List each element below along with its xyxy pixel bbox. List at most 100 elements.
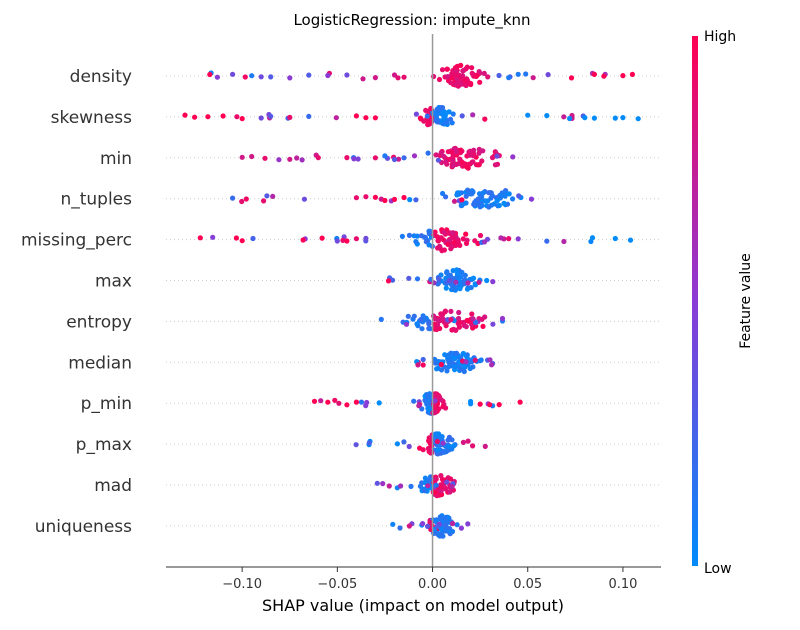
- shap-point: [258, 115, 264, 121]
- shap-point: [425, 483, 431, 489]
- shap-point: [438, 367, 445, 373]
- shap-point: [485, 74, 491, 80]
- shap-point: [420, 521, 426, 527]
- shap-point: [454, 267, 460, 273]
- shap-point: [301, 196, 307, 202]
- shap-point: [333, 115, 339, 121]
- shap-point: [438, 361, 444, 368]
- shap-point: [561, 238, 567, 245]
- shap-point: [446, 109, 452, 115]
- shap-point: [438, 311, 444, 317]
- shap-point: [431, 73, 437, 80]
- shap-point: [287, 156, 293, 162]
- shap-point: [458, 274, 464, 280]
- shap-point: [434, 366, 440, 372]
- shap-point: [433, 360, 439, 366]
- feature-label-min: min: [100, 149, 132, 169]
- shap-point: [406, 443, 412, 450]
- shap-point: [472, 238, 478, 244]
- x-tick-label: 0.05: [513, 577, 542, 592]
- shap-point: [450, 158, 456, 164]
- shap-point: [214, 74, 220, 80]
- shap-point: [438, 473, 444, 479]
- shap-point: [480, 190, 486, 196]
- shap-point: [192, 114, 198, 120]
- shap-point: [434, 119, 440, 125]
- shap-point: [395, 75, 401, 81]
- shap-point: [426, 477, 432, 484]
- shap-point: [233, 235, 239, 241]
- x-tick-label: 0.10: [608, 577, 637, 592]
- shap-point: [439, 105, 446, 111]
- shap-point: [591, 71, 598, 77]
- shap-point: [470, 150, 477, 157]
- shap-point: [463, 240, 470, 246]
- shap-point: [299, 157, 305, 163]
- shap-point: [492, 162, 498, 168]
- shap-point: [433, 482, 439, 488]
- shap-point: [432, 393, 438, 399]
- shap-point: [429, 449, 435, 455]
- shap-point: [464, 286, 471, 292]
- shap-point: [462, 77, 468, 83]
- feature-label-mad: mad: [94, 476, 132, 496]
- shap-point: [612, 115, 618, 121]
- shap-point: [476, 69, 482, 75]
- shap-point: [372, 75, 378, 81]
- shap-point: [506, 191, 512, 197]
- shap-point: [482, 116, 488, 122]
- shap-point: [239, 116, 245, 122]
- shap-point: [276, 157, 282, 163]
- shap-point: [465, 280, 471, 286]
- shap-point: [470, 112, 476, 118]
- shap-point: [481, 239, 488, 245]
- shap-point: [461, 363, 467, 369]
- shap-point: [453, 149, 459, 155]
- shap-point: [353, 442, 359, 448]
- shap-point: [406, 523, 412, 529]
- shap-point: [461, 277, 468, 283]
- shap-point: [249, 153, 255, 160]
- shap-point: [465, 318, 471, 324]
- shap-point: [525, 112, 531, 118]
- shap-point: [447, 489, 453, 495]
- feature-label-median: median: [68, 353, 132, 373]
- shap-point: [490, 321, 496, 327]
- shap-point: [426, 321, 432, 327]
- shap-point: [207, 71, 213, 78]
- shap-point: [475, 162, 481, 168]
- shap-point: [421, 118, 427, 124]
- shap-point: [487, 402, 493, 408]
- shap-point: [438, 150, 444, 156]
- shap-point: [457, 149, 463, 155]
- shap-point: [463, 359, 469, 365]
- shap-point: [442, 516, 448, 522]
- shap-point: [496, 202, 502, 209]
- shap-point: [434, 523, 440, 529]
- shap-point: [415, 362, 421, 368]
- shap-point: [416, 403, 422, 409]
- x-tick-label: −0.10: [222, 577, 262, 592]
- shap-point: [441, 247, 447, 253]
- shap-point: [434, 234, 441, 240]
- shap-point: [406, 232, 412, 238]
- feature-label-missing-perc: missing_perc: [21, 231, 132, 251]
- shap-point: [506, 75, 512, 81]
- shap-point: [434, 326, 440, 333]
- shap-point: [425, 150, 431, 156]
- shap-point: [476, 150, 482, 156]
- shap-point: [406, 275, 412, 281]
- shap-point: [544, 238, 550, 244]
- shap-point: [455, 238, 461, 244]
- shap-point: [482, 314, 488, 320]
- shap-point: [287, 114, 293, 120]
- shap-point: [453, 350, 460, 356]
- shap-point: [445, 74, 451, 80]
- shap-point: [449, 484, 455, 490]
- shap-point: [230, 195, 236, 201]
- shap-point: [372, 115, 378, 121]
- shap-point: [448, 80, 454, 86]
- shap-point: [332, 397, 338, 403]
- shap-point: [472, 357, 478, 363]
- shap-point: [496, 72, 502, 79]
